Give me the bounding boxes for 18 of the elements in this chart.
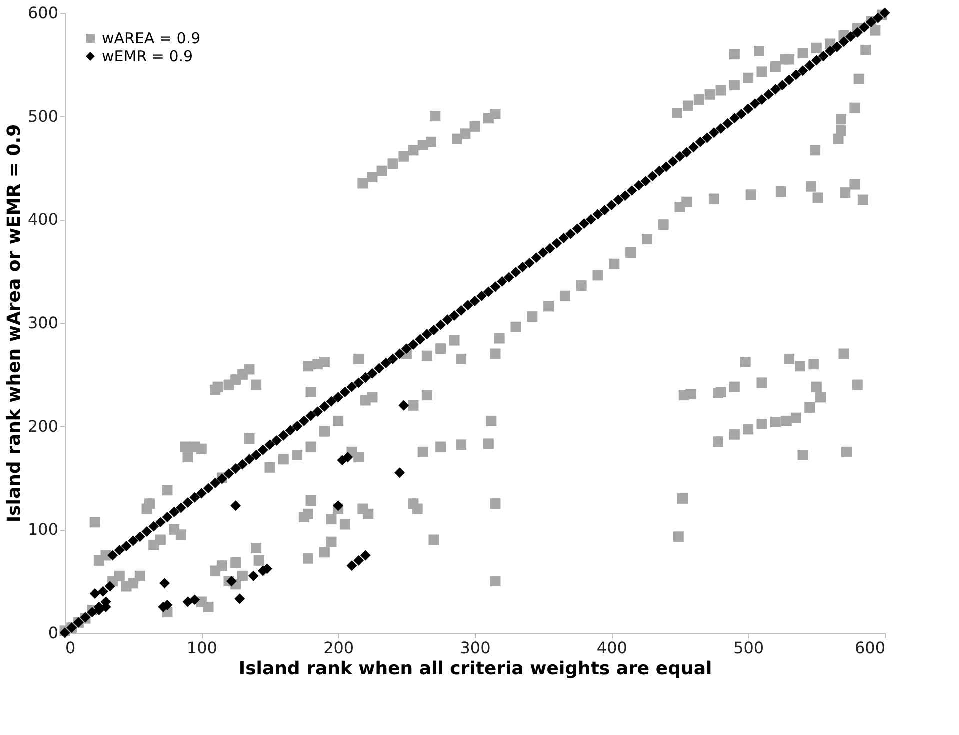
y-tick-label: 300	[28, 314, 58, 332]
y-axis-title: Island rank when wArea or wEMR = 0.9	[4, 124, 25, 523]
y-tick-label: 100	[28, 520, 58, 540]
x-tick-label: 0	[66, 638, 76, 658]
x-axis-title: Island rank when all criteria weights are equal	[238, 658, 712, 680]
y-tick-label: 600	[28, 4, 58, 22]
legend-label: wAREA = 0.9	[102, 30, 201, 48]
y-tick-label: 200	[28, 416, 58, 436]
y-tick-label: 500	[28, 106, 58, 126]
x-tick-label: 600	[854, 638, 886, 658]
x-tick-label: 500	[734, 638, 764, 658]
legend-label: wEMR = 0.9	[102, 48, 194, 66]
y-tick-label: 0	[48, 624, 58, 642]
x-tick-label: 300	[460, 638, 491, 658]
x-tick-label: 200	[324, 638, 354, 658]
x-tick-label: 100	[186, 638, 218, 658]
y-tick-label: 400	[28, 210, 58, 230]
x-tick-label: 400	[596, 638, 628, 658]
